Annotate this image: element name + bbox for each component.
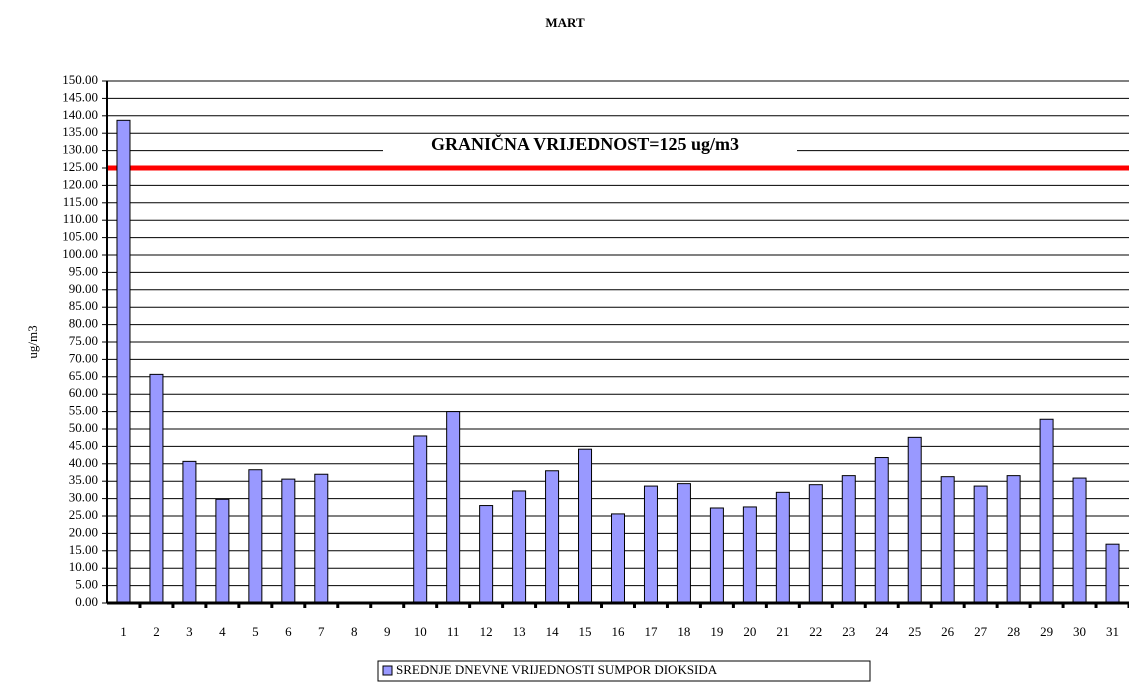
bar xyxy=(182,460,197,604)
x-tick-label: 6 xyxy=(285,624,292,639)
bar xyxy=(215,498,230,604)
threshold-label: GRANIČNA VRIJEDNOST=125 ug/m3 xyxy=(431,133,739,154)
bar xyxy=(1105,543,1120,604)
bar xyxy=(808,484,823,604)
bar xyxy=(611,513,625,604)
bar xyxy=(742,506,757,604)
x-tick-label: 31 xyxy=(1106,624,1119,639)
y-tick-label: 0.00 xyxy=(75,594,98,609)
x-tick-label: 8 xyxy=(351,624,358,639)
y-tick-label: 85.00 xyxy=(69,298,98,313)
bar xyxy=(907,436,922,604)
x-tick-label: 20 xyxy=(743,624,756,639)
bar xyxy=(446,411,461,604)
legend-label: SREDNJE DNEVNE VRIJEDNOSTI SUMPOR DIOKSI… xyxy=(396,662,718,677)
y-tick-label: 30.00 xyxy=(69,490,98,505)
bar xyxy=(1006,475,1021,604)
bar xyxy=(479,505,494,604)
x-tick-label: 17 xyxy=(644,624,658,639)
y-tick-label: 5.00 xyxy=(75,577,98,592)
y-tick-label: 145.00 xyxy=(62,89,98,104)
bar xyxy=(545,470,560,604)
x-tick-label: 4 xyxy=(219,624,226,639)
y-tick-label: 115.00 xyxy=(63,194,98,209)
y-tick-label: 70.00 xyxy=(69,350,98,365)
x-tick-label: 26 xyxy=(941,624,955,639)
y-tick-label: 150.00 xyxy=(62,72,98,87)
y-tick-label: 60.00 xyxy=(69,385,98,400)
bar xyxy=(709,507,724,604)
bar xyxy=(314,473,329,604)
y-tick-label: 120.00 xyxy=(62,176,98,191)
x-tick-label: 14 xyxy=(546,624,560,639)
bar xyxy=(512,490,527,604)
x-tick-label: 15 xyxy=(579,624,592,639)
x-tick-label: 18 xyxy=(677,624,690,639)
y-tick-label: 10.00 xyxy=(69,559,98,574)
bar xyxy=(116,119,131,604)
y-tick-label: 90.00 xyxy=(69,281,98,296)
x-tick-label: 11 xyxy=(447,624,460,639)
y-tick-label: 130.00 xyxy=(62,142,98,157)
chart-title: MART xyxy=(545,15,585,30)
x-tick-label: 19 xyxy=(710,624,723,639)
y-tick-label: 40.00 xyxy=(69,455,98,470)
y-tick-label: 135.00 xyxy=(62,124,98,139)
x-tick-label: 25 xyxy=(908,624,921,639)
bar xyxy=(1039,418,1054,604)
legend-box xyxy=(377,660,871,682)
y-tick-label: 75.00 xyxy=(69,333,98,348)
x-tick-label: 5 xyxy=(252,624,259,639)
x-tick-label: 10 xyxy=(414,624,427,639)
legend-swatch xyxy=(382,665,393,676)
x-tick-label: 13 xyxy=(513,624,526,639)
x-tick-label: 24 xyxy=(875,624,889,639)
bar xyxy=(676,483,691,604)
bar xyxy=(973,485,988,604)
bar xyxy=(775,491,790,604)
bar xyxy=(149,373,164,604)
x-tick-label: 9 xyxy=(384,624,391,639)
y-tick-label: 25.00 xyxy=(69,507,98,522)
y-tick-label: 110.00 xyxy=(63,211,98,226)
y-tick-label: 95.00 xyxy=(69,263,98,278)
x-tick-label: 22 xyxy=(809,624,822,639)
y-tick-label: 20.00 xyxy=(69,524,98,539)
bar xyxy=(874,457,889,604)
x-tick-label: 12 xyxy=(480,624,493,639)
x-tick-label: 29 xyxy=(1040,624,1053,639)
x-tick-label: 2 xyxy=(153,624,160,639)
x-tick-label: 27 xyxy=(974,624,988,639)
x-tick-label: 28 xyxy=(1007,624,1020,639)
y-tick-label: 65.00 xyxy=(69,368,98,383)
bar xyxy=(643,485,658,604)
bar xyxy=(1072,477,1087,604)
bar xyxy=(413,435,428,604)
x-tick-label: 1 xyxy=(120,624,127,639)
x-tick-label: 7 xyxy=(318,624,325,639)
y-tick-label: 125.00 xyxy=(62,159,98,174)
x-tick-label: 21 xyxy=(776,624,789,639)
bar xyxy=(248,469,263,604)
y-tick-label: 80.00 xyxy=(69,316,98,331)
bar xyxy=(281,478,296,604)
bar xyxy=(841,475,856,604)
y-tick-label: 50.00 xyxy=(69,420,98,435)
y-tick-label: 55.00 xyxy=(69,403,98,418)
y-tick-label: 15.00 xyxy=(69,542,98,557)
x-tick-label: 23 xyxy=(842,624,855,639)
y-tick-label: 45.00 xyxy=(69,437,98,452)
y-tick-label: 35.00 xyxy=(69,472,98,487)
x-tick-label: 16 xyxy=(612,624,626,639)
y-tick-label: 100.00 xyxy=(62,246,98,261)
bar xyxy=(940,476,955,604)
bar xyxy=(578,448,593,604)
y-tick-label: 105.00 xyxy=(62,229,98,244)
annotation-bg xyxy=(383,134,797,158)
x-tick-label: 30 xyxy=(1073,624,1086,639)
x-tick-label: 3 xyxy=(186,624,193,639)
y-axis-label: ug/m3 xyxy=(25,325,40,358)
y-tick-label: 140.00 xyxy=(62,107,98,122)
